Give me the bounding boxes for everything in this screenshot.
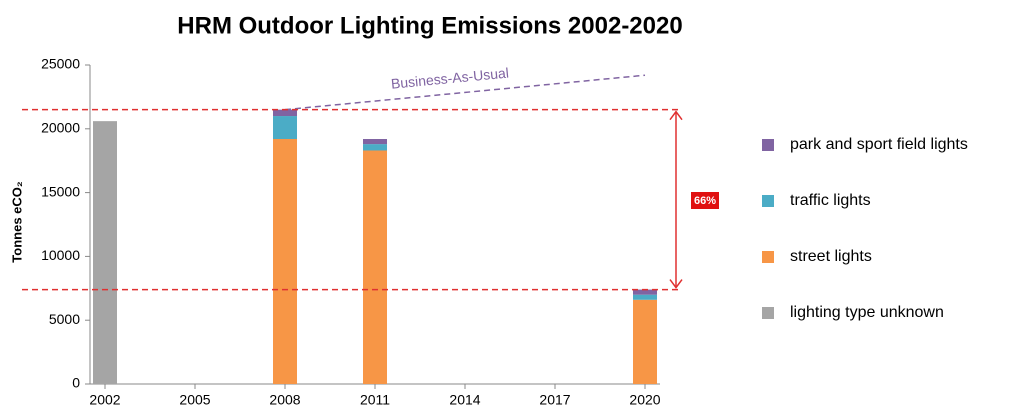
bar-segment (633, 299, 657, 384)
legend-label: lighting type unknown (790, 304, 944, 321)
legend-label: traffic lights (790, 192, 871, 209)
y-axis-label: Tonnes eCO₂ (9, 181, 24, 263)
x-tick-label: 2017 (539, 392, 570, 408)
legend-label: park and sport field lights (790, 136, 968, 153)
bar-segment (363, 144, 387, 151)
x-tick-label: 2011 (360, 392, 390, 408)
chart-title: HRM Outdoor Lighting Emissions 2002-2020 (177, 12, 682, 39)
bar-segment (273, 116, 297, 140)
x-tick-label: 2005 (179, 392, 210, 408)
x-tick-label: 2014 (449, 392, 480, 408)
annotation-box (691, 192, 719, 209)
bar-segment (363, 150, 387, 384)
x-tick-label: 2002 (89, 392, 120, 408)
arrow-head (669, 110, 683, 121)
y-tick-label: 0 (72, 375, 80, 391)
bau-label: Business-As-Usual (390, 65, 509, 92)
x-tick-label: 2008 (269, 392, 300, 408)
arrow-head (669, 279, 683, 289)
legend-swatch (762, 195, 774, 207)
annotation: 66% (694, 195, 716, 207)
legend-swatch (762, 251, 774, 263)
bar-segment (273, 139, 297, 384)
y-tick-label: 5000 (49, 311, 80, 327)
bar-segment (633, 289, 657, 295)
bar-segment (633, 294, 657, 300)
bau-line (284, 74, 646, 111)
bar-segment (273, 109, 297, 117)
legend-swatch (762, 139, 774, 151)
y-tick-label: 10000 (41, 247, 80, 263)
x-tick-label: 2020 (629, 392, 660, 408)
bar-segment (93, 121, 117, 385)
y-tick-label: 20000 (41, 120, 80, 136)
bar-segment (363, 139, 387, 145)
legend-label: street lights (790, 248, 872, 265)
y-tick-label: 15000 (41, 183, 80, 199)
y-tick-label: 25000 (41, 56, 80, 72)
legend-swatch (762, 307, 774, 319)
